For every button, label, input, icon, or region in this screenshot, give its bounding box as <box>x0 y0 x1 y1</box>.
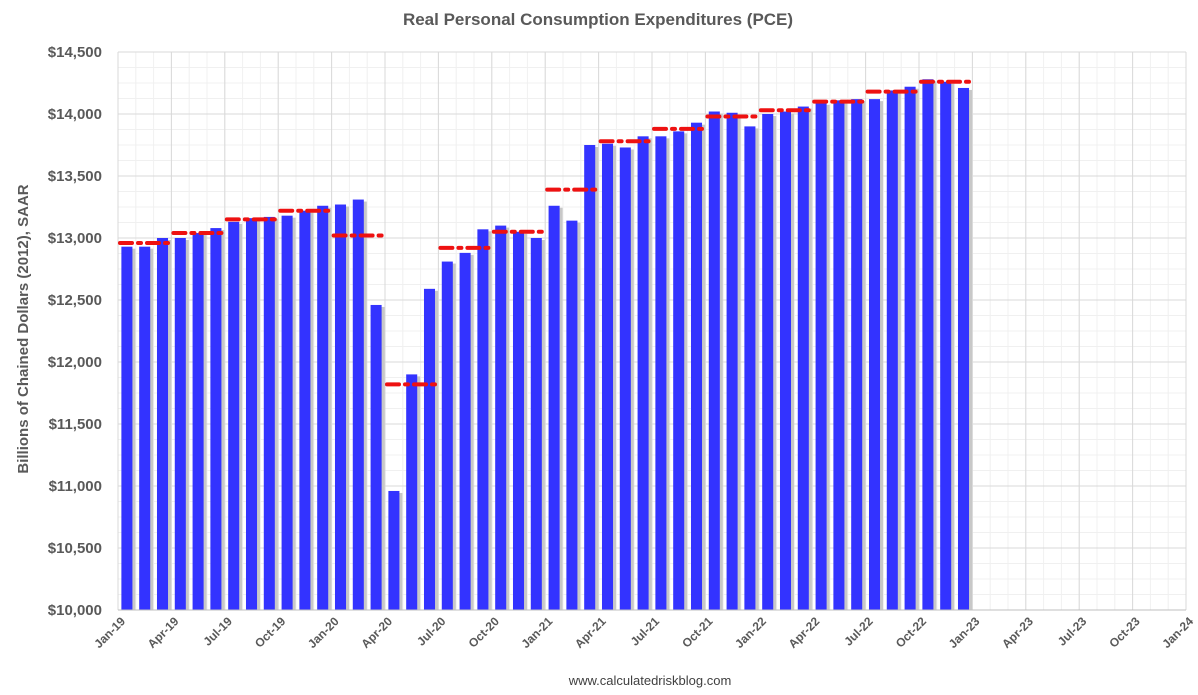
monthly-bar <box>815 102 827 610</box>
x-tick-label: Oct-19 <box>252 614 289 651</box>
monthly-bar <box>637 136 649 610</box>
x-tick-label: Jan-22 <box>732 614 769 651</box>
monthly-bar <box>512 231 525 611</box>
major-gridlines <box>117 51 1187 611</box>
y-axis-ticks: $10,000 $10,500 $11,000 $11,500 $12,000 $12,5… <box>48 44 102 619</box>
x-tick-label: Oct-23 <box>1106 614 1143 651</box>
y-axis-label: Billions of Chained Dollars (2012), SAAR <box>15 184 32 473</box>
x-tick-label: Jan-20 <box>305 614 342 651</box>
y-tick-label: $14,000 <box>48 106 102 123</box>
monthly-bar <box>192 233 204 611</box>
x-tick-label: Jan-21 <box>519 614 556 651</box>
monthly-bar <box>228 221 240 610</box>
x-tick-label: Jul-23 <box>1055 614 1090 649</box>
chart-title: Real Personal Consumption Expenditures (… <box>403 10 793 29</box>
monthly-bar <box>886 90 898 610</box>
monthly-bar <box>548 205 560 610</box>
quarterly-dashes <box>118 79 973 387</box>
x-tick-label: Jul-20 <box>414 614 449 649</box>
monthly-bar <box>868 99 881 611</box>
x-tick-label: Apr-20 <box>358 614 395 651</box>
monthly-bar <box>851 99 863 611</box>
x-tick-label: Oct-20 <box>466 614 503 651</box>
monthly-bar <box>779 111 792 611</box>
x-tick-label: Jan-23 <box>946 614 983 651</box>
monthly-bar <box>904 86 916 611</box>
x-tick-label: Apr-22 <box>786 614 823 651</box>
monthly-bar <box>406 374 418 610</box>
x-tick-label: Apr-19 <box>145 614 182 651</box>
monthly-bar <box>833 100 845 611</box>
x-tick-label: Apr-23 <box>999 614 1036 651</box>
monthly-bars <box>121 79 973 611</box>
x-tick-label: Jan-19 <box>91 614 128 651</box>
y-tick-label: $12,500 <box>48 292 102 309</box>
x-tick-label: Oct-22 <box>893 614 930 651</box>
x-tick-label: Oct-21 <box>679 614 716 651</box>
x-tick-label: Jul-22 <box>841 614 876 649</box>
monthly-bar <box>957 87 970 610</box>
y-tick-label: $10,500 <box>48 540 102 557</box>
monthly-bar <box>584 145 596 610</box>
y-tick-label: $14,500 <box>48 44 102 61</box>
y-tick-label: $13,500 <box>48 168 102 185</box>
monthly-bar <box>619 147 631 611</box>
y-tick-label: $13,000 <box>48 230 102 247</box>
monthly-bar <box>317 205 329 610</box>
monthly-bar <box>726 112 738 610</box>
x-tick-label: Jul-19 <box>200 614 235 649</box>
monthly-bar <box>281 215 293 610</box>
monthly-bar <box>388 490 400 610</box>
monthly-bar <box>708 111 720 611</box>
source-credit: www.calculatedriskblog.com <box>568 673 732 688</box>
monthly-bar <box>690 122 703 611</box>
x-tick-label: Apr-21 <box>572 614 609 651</box>
x-tick-label: Jan-24 <box>1159 614 1196 651</box>
monthly-bar <box>566 220 578 610</box>
monthly-bar <box>352 199 364 610</box>
monthly-bar <box>441 261 453 610</box>
monthly-bar <box>495 225 507 610</box>
monthly-bar <box>797 106 809 610</box>
monthly-bar <box>477 229 489 610</box>
monthly-bar <box>459 252 471 610</box>
monthly-bar <box>156 238 169 610</box>
monthly-bar <box>139 246 151 610</box>
monthly-bar <box>655 136 667 610</box>
y-tick-label: $12,000 <box>48 354 102 371</box>
monthly-bar <box>673 131 685 611</box>
monthly-bar <box>940 81 952 610</box>
monthly-bar <box>299 210 311 610</box>
monthly-bar <box>121 246 133 610</box>
monthly-bar <box>423 288 436 610</box>
x-axis-ticks: Jan-19 Apr-19 Jul-19 Oct-19 Jan-20 Apr-20 Jul-… <box>91 614 1196 651</box>
y-tick-label: $11,000 <box>49 478 102 495</box>
monthly-bar <box>370 304 382 610</box>
monthly-bar <box>530 238 542 610</box>
monthly-bar <box>762 114 774 610</box>
monthly-bar <box>174 238 186 610</box>
y-tick-label: $10,000 <box>48 602 102 619</box>
monthly-bar <box>922 79 934 610</box>
monthly-bar <box>263 216 275 611</box>
monthly-bar <box>210 228 222 610</box>
monthly-bar <box>334 204 347 610</box>
x-tick-label: Jul-21 <box>628 614 663 649</box>
monthly-bar <box>744 126 756 611</box>
monthly-bar <box>245 218 258 610</box>
y-tick-label: $11,500 <box>49 416 102 433</box>
monthly-bar <box>601 143 614 610</box>
